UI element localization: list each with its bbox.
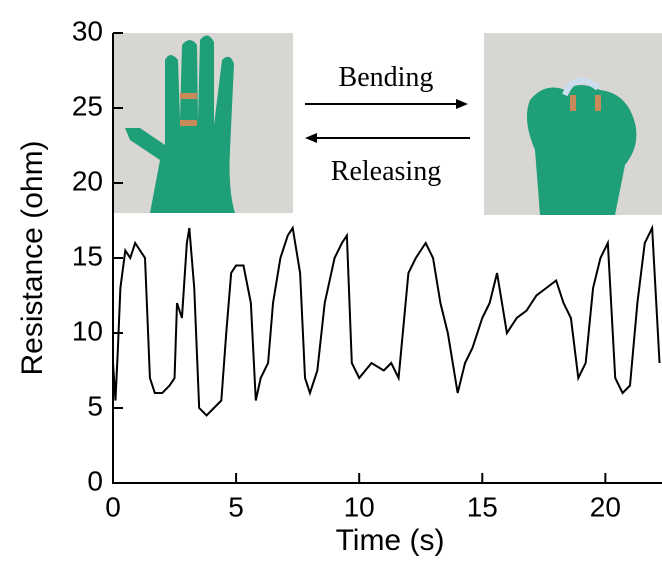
y-tick-label: 20 xyxy=(72,165,103,196)
y-tick-label: 25 xyxy=(72,90,103,121)
y-tick-label: 15 xyxy=(72,240,103,271)
x-tick-label: 10 xyxy=(344,491,375,522)
y-tick-label: 0 xyxy=(87,465,103,496)
x-tick-label: 20 xyxy=(590,491,621,522)
data-line xyxy=(112,224,661,417)
photo-open-hand xyxy=(113,33,293,213)
arrowhead xyxy=(456,99,468,109)
arrowhead xyxy=(305,133,317,143)
y-tick-label: 30 xyxy=(72,15,103,46)
x-tick-label: 5 xyxy=(228,491,244,522)
y-tick-label: 5 xyxy=(87,390,103,421)
x-tick-label: 15 xyxy=(467,491,498,522)
y-axis-label: Resistance (ohm) xyxy=(16,140,49,375)
x-axis-label: Time (s) xyxy=(336,524,445,557)
x-tick-label: 0 xyxy=(105,491,121,522)
annotation: Bending xyxy=(339,62,434,93)
photo-fist xyxy=(484,33,662,215)
annotation: Releasing xyxy=(331,156,441,187)
y-tick-label: 10 xyxy=(72,315,103,346)
